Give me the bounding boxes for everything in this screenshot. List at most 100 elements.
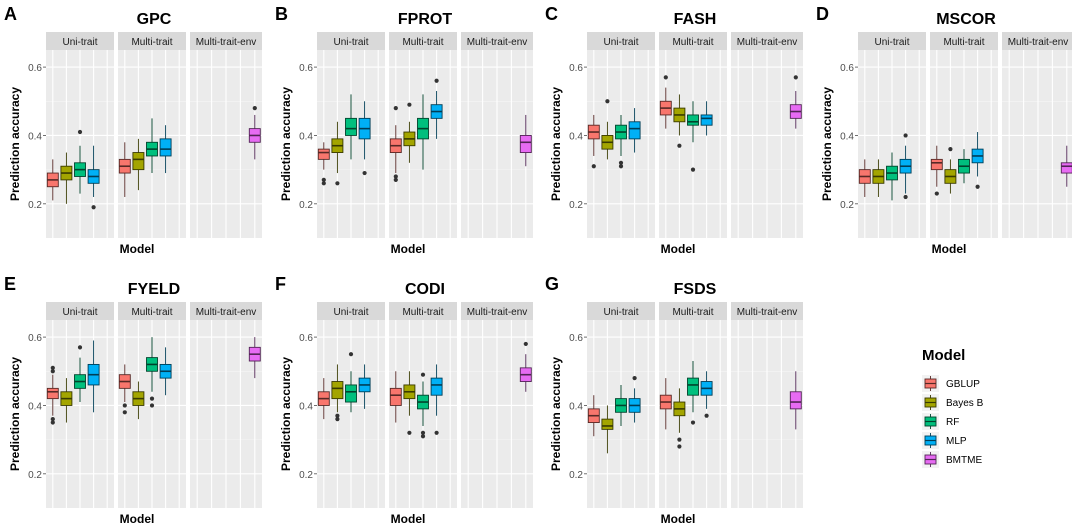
box-gblup — [858, 159, 871, 197]
legend-item-rf: RF — [922, 413, 959, 430]
legend-label: MLP — [946, 436, 967, 447]
legend-label: RF — [946, 417, 959, 428]
box-body — [789, 391, 802, 410]
outlier-point — [903, 194, 908, 200]
legend-label: GBLUP — [946, 379, 980, 390]
panel-letter: G — [545, 274, 559, 294]
box-body — [345, 117, 357, 136]
facet-strip-label: Multi-trait-env — [1008, 37, 1069, 48]
box-body — [331, 381, 344, 400]
facet-strip-label: Uni-trait — [62, 307, 97, 318]
outlier-point — [348, 352, 354, 357]
panel-title: GPC — [137, 11, 172, 28]
x-axis-label: Model — [391, 242, 426, 256]
panel-title: FSDS — [674, 281, 717, 298]
outlier-point — [903, 133, 908, 138]
box-mlp — [87, 145, 100, 210]
facet-strip-label: Multi-trait — [402, 307, 443, 318]
outlier-point — [591, 164, 596, 169]
box-bayes-b — [132, 138, 145, 191]
facet-multi-trait-env: Multi-trait-env — [461, 32, 533, 238]
y-tick-label: 0.6 — [840, 63, 854, 74]
facet-multi-trait-env: Multi-trait-env — [1002, 32, 1072, 238]
facet-strip — [731, 32, 803, 50]
y-tick-label: 0.4 — [28, 131, 42, 142]
facet-strip — [659, 302, 727, 320]
box-bayes-b — [331, 364, 344, 422]
outlier-point — [50, 369, 55, 374]
outlier-point — [50, 420, 55, 425]
box-mlp — [358, 364, 371, 409]
box-mlp — [971, 132, 984, 189]
outlier-point — [50, 365, 55, 370]
outlier-point — [632, 376, 637, 381]
facet-strip — [461, 302, 533, 320]
box-body — [700, 114, 713, 126]
box-rf — [74, 345, 86, 403]
facet-strip — [930, 32, 998, 50]
outlier-point — [677, 437, 682, 442]
facet-multi-trait-env: Multi-trait-env — [731, 302, 803, 508]
box-mlp — [159, 125, 172, 174]
facet-strip-label: Uni-trait — [874, 37, 909, 48]
box-bayes-b — [601, 405, 614, 454]
facet-multi-trait: Multi-trait — [930, 32, 998, 238]
outlier-point — [321, 177, 326, 182]
facet-strip-label: Multi-trait — [131, 307, 172, 318]
y-tick-label: 0.6 — [28, 63, 42, 74]
facet-multi-trait: Multi-trait — [659, 32, 727, 238]
y-axis-label: Prediction accuracy — [549, 87, 563, 201]
facet-uni-trait: Uni-trait — [317, 32, 385, 238]
x-axis-label: Model — [932, 242, 967, 256]
panel-title: CODI — [405, 281, 445, 298]
facet-strip — [587, 32, 655, 50]
y-tick-label: 0.6 — [28, 333, 42, 344]
box-gblup — [659, 378, 672, 430]
legend-label: BMTME — [946, 455, 982, 466]
panels: A GPC Uni-trait Multi-trait Multi-trait-env 0… — [4, 4, 1072, 526]
facet-strip — [46, 32, 114, 50]
box-bmtme — [519, 114, 532, 167]
outlier-point — [122, 410, 127, 415]
outlier-point — [407, 430, 412, 435]
facet-multi-trait-env: Multi-trait-env — [731, 32, 803, 238]
facet-uni-trait: Uni-trait — [46, 302, 114, 508]
outlier-point — [793, 75, 798, 80]
facet-strip — [317, 302, 385, 320]
box-rf — [615, 114, 627, 169]
panel-f: F CODI Uni-trait Multi-trait Multi-trait-env… — [275, 274, 533, 526]
box-bayes-b — [331, 121, 344, 186]
outlier-point — [77, 345, 83, 350]
box-gblup — [930, 145, 943, 196]
box-rf — [886, 152, 898, 201]
y-tick-label: 0.6 — [299, 63, 313, 74]
box-gblup — [587, 114, 600, 169]
outlier-point — [618, 160, 624, 165]
box-body — [687, 377, 699, 396]
y-tick-label: 0.4 — [840, 131, 854, 142]
y-tick-label: 0.2 — [569, 200, 583, 211]
panel-title: FASH — [674, 11, 717, 28]
box-body — [46, 387, 59, 400]
legend-item-gblup: GBLUP — [922, 375, 980, 392]
facet-strip-label: Multi-trait-env — [737, 307, 798, 318]
facet-multi-trait-env: Multi-trait-env — [190, 302, 262, 508]
outlier-point — [393, 177, 398, 182]
facet-strip-label: Uni-trait — [333, 37, 368, 48]
facet-strip — [190, 32, 262, 50]
box-bmtme — [789, 371, 802, 430]
box-body — [430, 377, 443, 396]
plot-background — [1002, 50, 1072, 238]
panel-letter: C — [545, 4, 558, 24]
legend-label: Bayes B — [946, 398, 984, 409]
box-bayes-b — [403, 371, 416, 435]
panel-letter: D — [816, 4, 829, 24]
facet-multi-trait: Multi-trait — [118, 302, 186, 508]
box-body — [132, 152, 145, 171]
box-bmtme — [1060, 145, 1072, 187]
y-tick-label: 0.6 — [569, 63, 583, 74]
y-tick-label: 0.2 — [569, 470, 583, 481]
box-rf — [687, 101, 699, 172]
facet-strip — [389, 32, 457, 50]
panel-b: B FPROT Uni-trait Multi-trait Multi-trait-en… — [275, 4, 533, 256]
